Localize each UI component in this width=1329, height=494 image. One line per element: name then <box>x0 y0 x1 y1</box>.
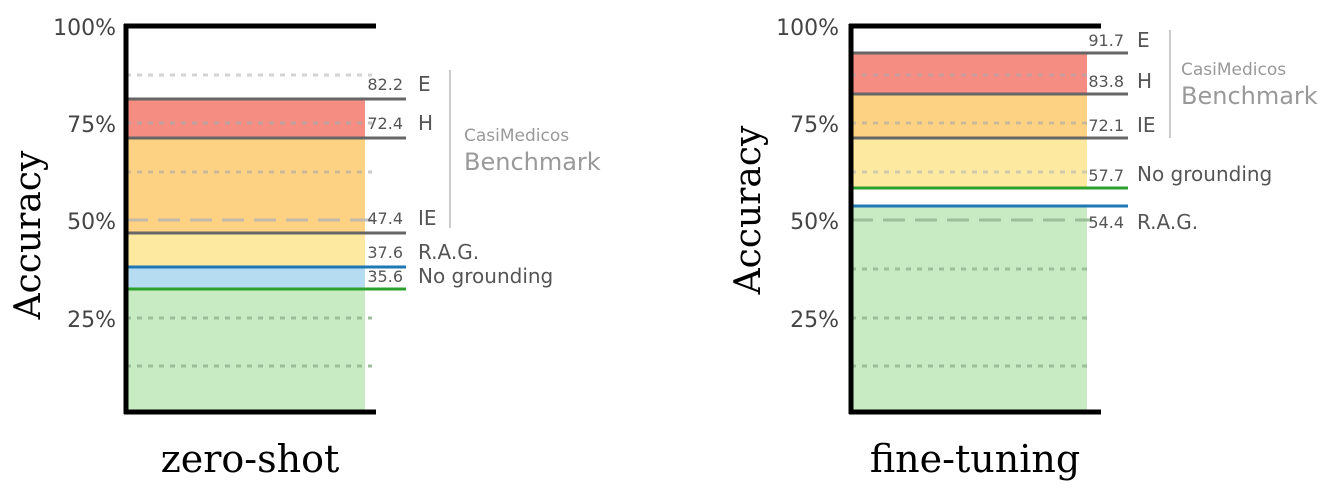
benchmark-label-line1: CasiMedicos <box>464 126 569 146</box>
series-name-no-grounding: No grounding <box>1137 162 1272 186</box>
series-name-no-grounding: No grounding <box>418 264 553 288</box>
value-label-H: 72.4 <box>367 114 403 133</box>
band-red <box>126 99 365 138</box>
ytick-25: 25% <box>67 308 116 333</box>
band-yellow <box>126 233 365 267</box>
series-name-IE: IE <box>1137 113 1156 137</box>
value-label-IE: 72.1 <box>1088 116 1124 135</box>
band-orange <box>126 138 365 233</box>
ytick-100: 100% <box>53 16 116 41</box>
series-name-IE: IE <box>418 206 437 230</box>
ytick-25: 25% <box>790 308 839 333</box>
xlabel: fine-tuning <box>870 437 1080 481</box>
xlabel: zero-shot <box>161 437 340 481</box>
value-label-no-grounding: 35.6 <box>367 267 403 286</box>
series-name-E: E <box>1137 28 1150 52</box>
benchmark-label-line2: Benchmark <box>1181 82 1318 110</box>
value-label-E: 82.2 <box>367 75 403 94</box>
benchmark-label-line2: Benchmark <box>464 148 601 176</box>
value-label-RAG: 37.6 <box>367 243 403 262</box>
value-label-RAG: 54.4 <box>1088 213 1124 232</box>
band-red <box>851 53 1087 94</box>
band-blue <box>126 267 365 289</box>
ylabel: Accuracy <box>728 125 769 295</box>
band-orange <box>851 94 1087 138</box>
series-name-E: E <box>418 72 431 96</box>
ytick-75: 75% <box>67 113 116 138</box>
ytick-50: 50% <box>790 210 839 235</box>
panel-fine-tuning: 100% 75% 50% 25% Accuracy fine-tuning 91… <box>728 16 1318 481</box>
ytick-50: 50% <box>67 210 116 235</box>
series-name-H: H <box>418 111 433 135</box>
series-name-H: H <box>1137 69 1152 93</box>
series-name-RAG: R.A.G. <box>418 240 479 264</box>
band-green <box>851 206 1087 412</box>
band-yellow <box>851 138 1087 188</box>
benchmark-label-line1: CasiMedicos <box>1181 60 1286 80</box>
value-label-H: 83.8 <box>1088 72 1124 91</box>
band-green <box>126 289 365 412</box>
series-name-RAG: R.A.G. <box>1137 210 1198 234</box>
value-label-no-grounding: 57.7 <box>1088 166 1124 185</box>
ylabel: Accuracy <box>8 150 49 320</box>
ytick-100: 100% <box>776 16 839 41</box>
panel-zero-shot: 100% 75% 50% 25% Accuracy zero-shot 82.2… <box>8 16 601 481</box>
value-label-IE: 47.4 <box>367 209 403 228</box>
value-label-E: 91.7 <box>1088 31 1124 50</box>
ytick-75: 75% <box>790 113 839 138</box>
